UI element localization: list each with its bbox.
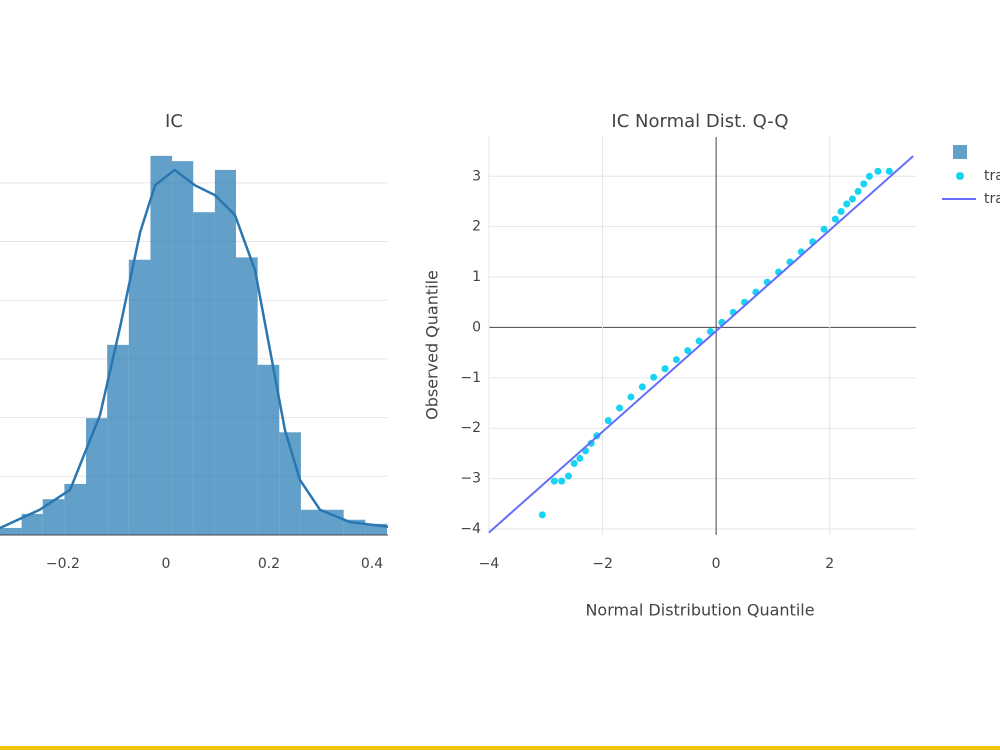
scatter-point — [885, 167, 893, 175]
histogram-bar — [214, 169, 236, 535]
histogram-bar — [300, 509, 323, 535]
histogram-bar — [172, 161, 194, 535]
scatter-point — [848, 195, 856, 203]
chart-title: IC — [165, 111, 183, 132]
histogram-bar — [64, 483, 87, 535]
histogram-bar — [193, 212, 215, 535]
scatter-point — [874, 167, 882, 175]
histogram-bar — [42, 499, 65, 535]
x-tick-label: 0 — [712, 556, 721, 572]
y-axis-title: Observed Quantile — [423, 270, 442, 420]
scatter-point — [638, 383, 646, 391]
x-tick-label: −2 — [592, 556, 613, 572]
scatter-point — [837, 208, 845, 216]
scatter-point — [564, 472, 572, 480]
y-tick-label: −2 — [460, 420, 481, 436]
chart-title: IC Normal Dist. Q-Q — [611, 111, 788, 132]
scatter-point — [820, 225, 828, 233]
y-tick-label: 3 — [472, 168, 481, 184]
scatter-point — [558, 477, 566, 485]
histogram-bar — [107, 344, 129, 535]
scatter-point — [570, 459, 578, 467]
scatter-point — [627, 393, 635, 401]
scatter-point — [865, 172, 873, 180]
x-tick-label: 0.4 — [361, 556, 383, 572]
scatter-point — [604, 417, 612, 425]
y-tick-label: −3 — [460, 471, 481, 487]
scatter-point — [538, 511, 546, 519]
scatter-point — [854, 187, 862, 195]
y-tick-label: 1 — [472, 269, 481, 285]
legend-marker — [953, 145, 967, 159]
fit-line — [488, 155, 914, 534]
histogram-bar — [0, 527, 22, 535]
scatter-point — [650, 373, 658, 381]
histogram-bar — [235, 257, 258, 535]
scatter-point — [831, 215, 839, 223]
scatter-point — [684, 347, 692, 355]
histogram-bar — [21, 513, 43, 535]
x-tick-label: 2 — [825, 556, 834, 572]
bottom-border — [0, 746, 1000, 750]
y-tick-label: 2 — [472, 219, 481, 235]
scatter-point — [843, 200, 851, 208]
y-tick-label: −4 — [460, 521, 481, 537]
scatter-point — [550, 477, 558, 485]
scatter-point — [695, 337, 703, 345]
x-tick-label: 0 — [161, 556, 170, 572]
x-tick-label: −4 — [479, 556, 500, 572]
x-axis-title: Normal Distribution Quantile — [585, 601, 814, 620]
histogram-bar — [257, 364, 280, 535]
histogram-bar — [322, 509, 344, 535]
kde-line — [0, 168, 389, 530]
y-tick-label: −1 — [460, 370, 481, 386]
x-tick-label: −0.2 — [46, 556, 80, 572]
scatter-point — [576, 454, 584, 462]
legend-label: tra — [984, 191, 1000, 207]
scatter-point — [661, 365, 669, 373]
x-tick-label: 0.2 — [258, 556, 280, 572]
histogram-bar — [128, 259, 151, 535]
scatter-point — [860, 180, 868, 188]
legend-marker — [956, 172, 964, 180]
scatter-point — [616, 404, 624, 412]
histogram-bar — [150, 155, 173, 535]
legend-label: tra — [984, 168, 1000, 184]
histogram-bar — [279, 432, 301, 535]
histogram-bar — [86, 418, 108, 535]
histogram-bar — [365, 523, 387, 535]
scatter-point — [672, 356, 680, 364]
y-tick-label: 0 — [472, 319, 481, 335]
